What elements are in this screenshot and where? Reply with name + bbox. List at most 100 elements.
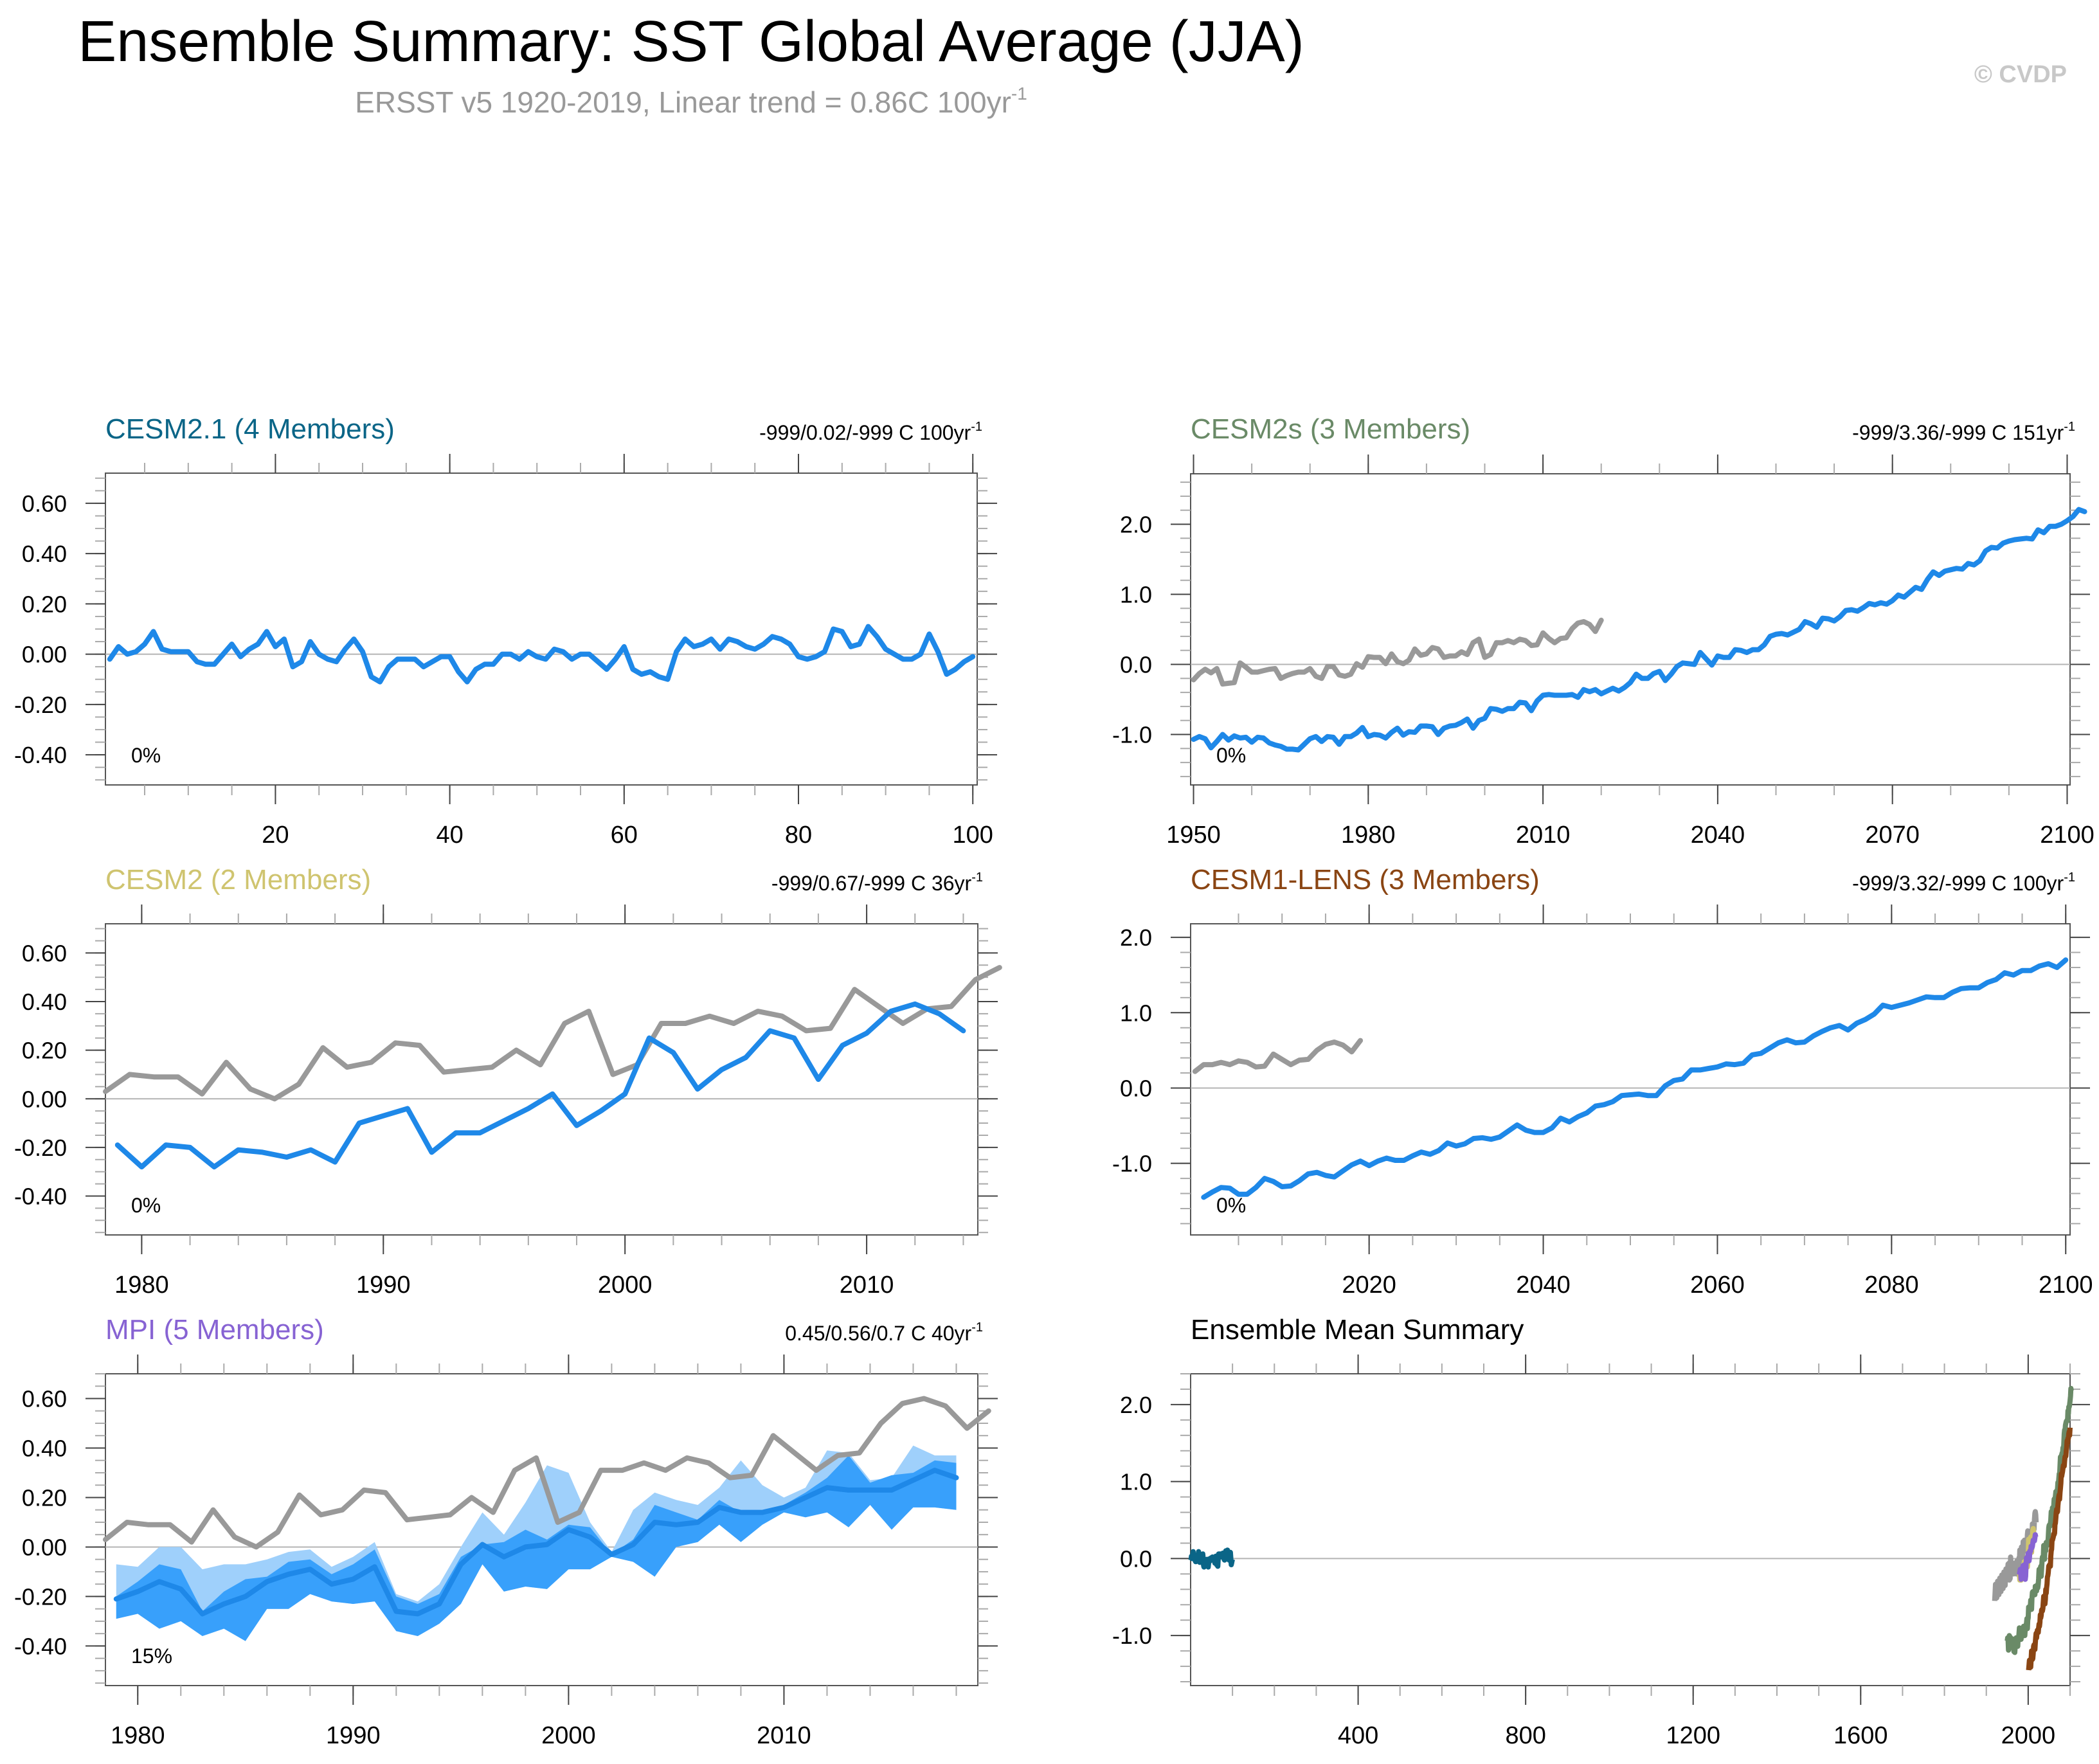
- summary-line-cesm1-lens: [2026, 1427, 2073, 1671]
- ensemble-mean-line: [107, 624, 976, 685]
- y-tick-label: 0.40: [22, 989, 67, 1015]
- x-tick-label: 2060: [1690, 1272, 1745, 1299]
- x-tick-label: 2080: [1864, 1272, 1919, 1299]
- subtitle-text: ERSST v5 1920-2019, Linear trend = 0.86C…: [355, 86, 1011, 119]
- y-tick-label: 0.60: [22, 940, 67, 966]
- percent-label: 0%: [131, 1194, 161, 1217]
- trend-sup: -1: [971, 420, 982, 434]
- x-tick-label: 1200: [1666, 1722, 1720, 1749]
- ensemble-mean-line: [113, 1468, 959, 1617]
- y-tick-label: 0.40: [22, 1435, 67, 1461]
- y-tick-label: -0.20: [14, 692, 67, 718]
- trend-label: -999/0.67/-999 C 36yr-1: [771, 870, 983, 895]
- panel-title: CESM2.1 (4 Members): [105, 413, 395, 445]
- y-tick-label: 0.00: [22, 1086, 67, 1112]
- x-tick-label: 2100: [2040, 822, 2094, 849]
- summary-line-mpi: [2017, 1532, 2039, 1582]
- summary-line-cesm2-1: [1188, 1547, 1235, 1570]
- observations-line: [103, 1396, 991, 1550]
- trend-sup: -1: [2064, 870, 2075, 885]
- x-tick-label: 20: [262, 822, 289, 849]
- y-tick-label: 2.0: [1120, 511, 1152, 537]
- trend-label: -999/0.02/-999 C 100yr-1: [759, 420, 982, 444]
- trend-text: -999/3.36/-999 C 151yr: [1852, 421, 2064, 444]
- copyright-label: © CVDP: [1974, 61, 2067, 88]
- trend-sup: -1: [971, 870, 983, 885]
- y-tick-label: 1.0: [1120, 1000, 1152, 1026]
- figure-title: Ensemble Summary: SST Global Average (JJ…: [78, 10, 1304, 74]
- y-tick-label: 0.20: [22, 1038, 67, 1064]
- x-tick-label: 2010: [1516, 822, 1571, 849]
- x-tick-label: 100: [953, 822, 993, 849]
- percent-label: 0%: [1216, 744, 1246, 767]
- panel-mpi: MPI (5 Members) 0.45/0.56/0.7 C 40yr-1 198…: [14, 1314, 998, 1749]
- panel-cesm2s: CESM2s (3 Members) -999/3.36/-999 C 151yr…: [1112, 413, 2094, 849]
- y-tick-label: -0.20: [14, 1583, 67, 1610]
- y-tick-label: 0.60: [22, 491, 67, 517]
- ensemble-mean-line: [114, 1001, 966, 1170]
- x-tick-label: 1600: [1833, 1722, 1888, 1749]
- trend-text: 0.45/0.56/0.7 C 40yr: [785, 1322, 971, 1345]
- x-tick-label: 2000: [2001, 1722, 2056, 1749]
- x-tick-label: 2100: [2039, 1272, 2093, 1299]
- figure-subtitle: ERSST v5 1920-2019, Linear trend = 0.86C…: [355, 84, 1027, 119]
- y-tick-label: -0.20: [14, 1135, 67, 1161]
- x-tick-label: 1990: [326, 1722, 381, 1749]
- x-tick-label: 60: [611, 822, 638, 849]
- y-tick-label: 0.0: [1120, 1075, 1152, 1101]
- panel-summary: Ensemble Mean Summary 400 800 1200 1600 2000 -…: [1112, 1314, 2090, 1749]
- x-tick-label: 2070: [1865, 822, 1920, 849]
- plot-frame: [105, 923, 978, 1236]
- y-tick-label: 1.0: [1120, 1469, 1152, 1495]
- trend-label: -999/3.32/-999 C 100yr-1: [1852, 870, 2075, 895]
- subtitle-sup: -1: [1011, 84, 1027, 104]
- x-tick-label: 1990: [356, 1272, 411, 1299]
- ensemble-mean-line: [1201, 957, 2069, 1200]
- x-tick-label: 2000: [541, 1722, 596, 1749]
- trend-sup: -1: [971, 1320, 983, 1335]
- y-tick-label: 1.0: [1120, 581, 1152, 608]
- percent-label: 0%: [1216, 1194, 1246, 1217]
- y-tick-label: 0.20: [22, 591, 67, 617]
- y-tick-label: -1.0: [1112, 722, 1152, 748]
- x-tick-label: 1950: [1166, 822, 1221, 849]
- panel-title: MPI (5 Members): [105, 1314, 324, 1346]
- y-tick-label: 0.00: [22, 1534, 67, 1560]
- x-tick-label: 1980: [114, 1272, 169, 1299]
- plot-frame: [1190, 473, 2071, 786]
- trend-text: -999/3.32/-999 C 100yr: [1852, 872, 2064, 895]
- x-tick-label: 1980: [111, 1722, 165, 1749]
- y-tick-label: -0.40: [14, 1184, 67, 1210]
- plot-frame: [1190, 1373, 2071, 1686]
- panel-title: CESM2 (2 Members): [105, 864, 371, 896]
- y-tick-label: 2.0: [1120, 924, 1152, 951]
- percent-label: 0%: [131, 744, 161, 767]
- panel-cesm2: CESM2 (2 Members) -999/0.67/-999 C 36yr-1…: [14, 864, 1002, 1299]
- x-tick-label: 2010: [757, 1722, 811, 1749]
- x-tick-label: 2010: [840, 1272, 894, 1299]
- percent-label: 15%: [131, 1644, 172, 1668]
- y-tick-label: 0.40: [22, 541, 67, 567]
- trend-text: -999/0.67/-999 C 36yr: [771, 872, 972, 895]
- observations-line: [103, 965, 1002, 1102]
- panel-title: CESM1-LENS (3 Members): [1191, 864, 1540, 896]
- x-tick-label: 800: [1505, 1722, 1545, 1749]
- panel-cesm21: CESM2.1 (4 Members) -999/0.02/-999 C 100y…: [14, 413, 997, 849]
- y-tick-label: -0.40: [14, 1633, 67, 1659]
- summary-line-cesm2s: [2004, 1385, 2074, 1655]
- observations-line: [1191, 617, 1604, 687]
- y-tick-label: 0.0: [1120, 652, 1152, 678]
- y-tick-label: -1.0: [1112, 1623, 1152, 1649]
- y-tick-label: 0.0: [1120, 1545, 1152, 1572]
- trend-label: -999/3.36/-999 C 151yr-1: [1852, 420, 2075, 444]
- panel-cesm1lens: CESM1-LENS (3 Members) -999/3.32/-999 C 1…: [1112, 864, 2093, 1299]
- y-tick-label: -0.40: [14, 742, 67, 768]
- panel-title: CESM2s (3 Members): [1191, 413, 1470, 445]
- y-tick-label: 0.00: [22, 642, 67, 668]
- observations-line: [1192, 1038, 1364, 1074]
- x-tick-label: 400: [1338, 1722, 1378, 1749]
- y-tick-label: 0.60: [22, 1385, 67, 1412]
- y-tick-label: 0.20: [22, 1484, 67, 1511]
- panel-title: Ensemble Mean Summary: [1191, 1314, 1524, 1346]
